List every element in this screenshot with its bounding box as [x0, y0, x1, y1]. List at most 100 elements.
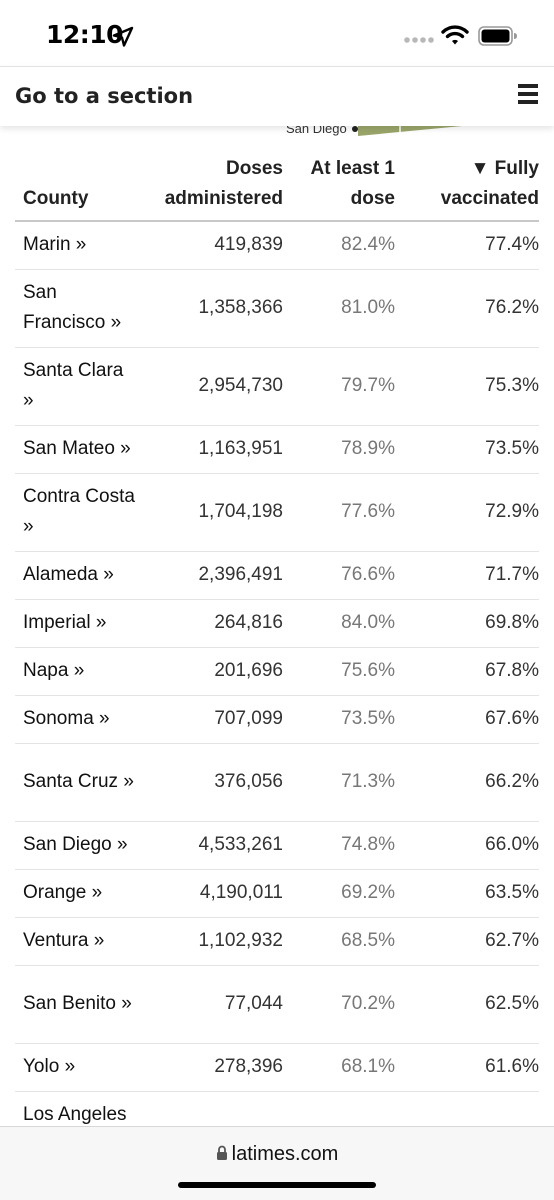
fully-vaccinated-cell: 73.5%	[395, 425, 539, 474]
doses-cell: 1,358,366	[137, 269, 283, 348]
vaccination-table-container: County Doses administered At least 1 dos…	[15, 152, 539, 1170]
county-link[interactable]: Ventura »	[15, 917, 137, 966]
url-row[interactable]: latimes.com	[0, 1143, 554, 1166]
at-least-1-dose-cell: 81.0%	[283, 269, 395, 348]
at-least-1-dose-cell: 77.6%	[283, 473, 395, 552]
battery-icon	[478, 26, 517, 46]
fully-vaccinated-cell: 75.3%	[395, 347, 539, 426]
doses-cell: 264,816	[137, 599, 283, 648]
column-header-fully-vaccinated[interactable]: ▼ Fully vaccinated	[395, 152, 539, 222]
doses-cell: 1,163,951	[137, 425, 283, 474]
fully-vaccinated-cell: 66.2%	[395, 743, 539, 822]
table-row: San Francisco » 1,358,366 81.0% 76.2%	[15, 269, 539, 348]
doses-header-line1: Doses	[225, 158, 283, 179]
county-link[interactable]: Sonoma »	[15, 695, 137, 744]
fully-vaccinated-cell: 76.2%	[395, 269, 539, 348]
fully-vaccinated-cell: 62.5%	[395, 965, 539, 1044]
fully-vaccinated-cell: 72.9%	[395, 473, 539, 552]
table-row: San Mateo » 1,163,951 78.9% 73.5%	[15, 425, 539, 474]
at-least-1-dose-cell: 69.2%	[283, 869, 395, 918]
county-link[interactable]: Contra Costa »	[15, 473, 137, 552]
county-link[interactable]: Napa »	[15, 647, 137, 696]
county-link[interactable]: Orange »	[15, 869, 137, 918]
doses-cell: 2,396,491	[137, 551, 283, 600]
doses-cell: 419,839	[137, 221, 283, 270]
atleast-header-line2: dose	[350, 188, 395, 209]
at-least-1-dose-cell: 79.7%	[283, 347, 395, 426]
table-row: Alameda » 2,396,491 76.6% 71.7%	[15, 551, 539, 600]
table-row: San Diego » 4,533,261 74.8% 66.0%	[15, 821, 539, 870]
doses-cell: 376,056	[137, 743, 283, 822]
fully-vaccinated-cell: 77.4%	[395, 221, 539, 270]
fully-vaccinated-cell: 61.6%	[395, 1043, 539, 1092]
browser-address-bar[interactable]: latimes.com	[0, 1126, 554, 1200]
doses-cell: 4,190,011	[137, 869, 283, 918]
table-row: Napa » 201,696 75.6% 67.8%	[15, 647, 539, 696]
at-least-1-dose-cell: 78.9%	[283, 425, 395, 474]
table-row: Ventura » 1,102,932 68.5% 62.7%	[15, 917, 539, 966]
doses-cell: 707,099	[137, 695, 283, 744]
table-row: Orange » 4,190,011 69.2% 63.5%	[15, 869, 539, 918]
county-link[interactable]: Santa Clara »	[15, 347, 137, 426]
column-header-doses[interactable]: Doses administered	[137, 152, 283, 222]
county-link[interactable]: Yolo »	[15, 1043, 137, 1092]
table-row: San Benito » 77,044 70.2% 62.5%	[15, 965, 539, 1044]
at-least-1-dose-cell: 71.3%	[283, 743, 395, 822]
at-least-1-dose-cell: 68.1%	[283, 1043, 395, 1092]
home-indicator[interactable]	[178, 1182, 376, 1188]
doses-cell: 278,396	[137, 1043, 283, 1092]
county-link[interactable]: Santa Cruz »	[15, 743, 137, 822]
table-row: Sonoma » 707,099 73.5% 67.6%	[15, 695, 539, 744]
signal-dots-icon	[404, 37, 434, 43]
url-text[interactable]: latimes.com	[231, 1143, 339, 1165]
doses-cell: 77,044	[137, 965, 283, 1044]
doses-cell: 4,533,261	[137, 821, 283, 870]
at-least-1-dose-cell: 76.6%	[283, 551, 395, 600]
at-least-1-dose-cell: 68.5%	[283, 917, 395, 966]
county-link[interactable]: San Benito »	[15, 965, 137, 1044]
status-time: 12:10	[46, 20, 124, 49]
hamburger-menu-icon[interactable]	[518, 84, 538, 104]
fully-vaccinated-cell: 62.7%	[395, 917, 539, 966]
doses-cell: 1,102,932	[137, 917, 283, 966]
fully-vaccinated-cell: 67.6%	[395, 695, 539, 744]
fully-vaccinated-cell: 63.5%	[395, 869, 539, 918]
county-link[interactable]: San Diego »	[15, 821, 137, 870]
at-least-1-dose-cell: 75.6%	[283, 647, 395, 696]
county-link[interactable]: Alameda »	[15, 551, 137, 600]
at-least-1-dose-cell: 74.8%	[283, 821, 395, 870]
vaccination-table: County Doses administered At least 1 dos…	[15, 152, 539, 1170]
county-link[interactable]: San Mateo »	[15, 425, 137, 474]
fully-vaccinated-cell: 67.8%	[395, 647, 539, 696]
doses-cell: 2,954,730	[137, 347, 283, 426]
county-link[interactable]: Marin »	[15, 221, 137, 270]
fully-vaccinated-cell: 71.7%	[395, 551, 539, 600]
column-header-at-least-1-dose[interactable]: At least 1 dose	[283, 152, 395, 222]
wifi-icon	[441, 25, 469, 45]
section-nav-title[interactable]: Go to a section	[15, 84, 194, 108]
at-least-1-dose-cell: 82.4%	[283, 221, 395, 270]
county-link[interactable]: San Francisco »	[15, 269, 137, 348]
table-row: Santa Clara » 2,954,730 79.7% 75.3%	[15, 347, 539, 426]
fully-vaccinated-cell: 66.0%	[395, 821, 539, 870]
table-row: Marin » 419,839 82.4% 77.4%	[15, 221, 539, 270]
table-row: Santa Cruz » 376,056 71.3% 66.2%	[15, 743, 539, 822]
fully-header-line1: ▼ Fully	[470, 158, 539, 179]
table-row: Contra Costa » 1,704,198 77.6% 72.9%	[15, 473, 539, 552]
doses-header-line2: administered	[164, 188, 283, 209]
doses-cell: 201,696	[137, 647, 283, 696]
county-header-label: County	[23, 188, 89, 209]
at-least-1-dose-cell: 84.0%	[283, 599, 395, 648]
column-header-county[interactable]: County	[15, 152, 137, 222]
table-header-row: County Doses administered At least 1 dos…	[15, 152, 539, 222]
table-row: Imperial » 264,816 84.0% 69.8%	[15, 599, 539, 648]
at-least-1-dose-cell: 70.2%	[283, 965, 395, 1044]
status-bar: 12:10	[0, 0, 554, 66]
section-nav-bar[interactable]: Go to a section	[0, 66, 554, 126]
table-row: Yolo » 278,396 68.1% 61.6%	[15, 1043, 539, 1092]
county-link[interactable]: Imperial »	[15, 599, 137, 648]
fully-vaccinated-cell: 69.8%	[395, 599, 539, 648]
atleast-header-line1: At least 1	[310, 158, 395, 179]
location-arrow-icon	[112, 26, 134, 47]
